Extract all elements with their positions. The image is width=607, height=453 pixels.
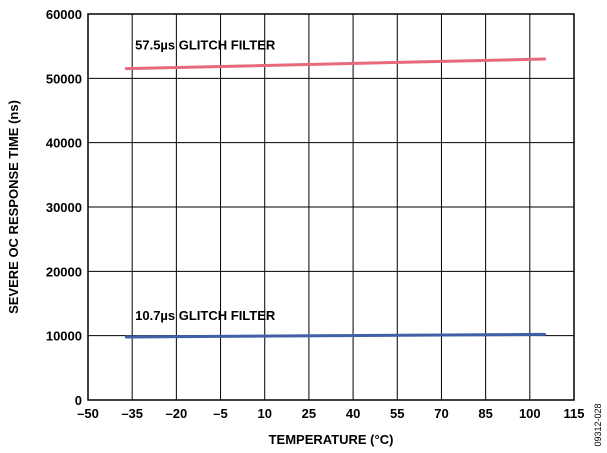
x-tick-label: –20: [166, 406, 188, 421]
y-tick-label: 60000: [46, 7, 82, 22]
y-tick-label: 50000: [46, 71, 82, 86]
figure-id: 09312-028: [593, 403, 603, 446]
y-tick-label: 10000: [46, 329, 82, 344]
x-tick-label: 115: [564, 406, 585, 421]
x-axis-title: TEMPERATURE (°C): [269, 432, 394, 447]
x-tick-label: –50: [77, 406, 99, 421]
y-axis-ticks: 0 10000 20000 30000 40000 50000 60000: [46, 7, 82, 408]
x-tick-label: –35: [121, 406, 143, 421]
y-axis-title: SEVERE OC RESPONSE TIME (ns): [6, 100, 21, 314]
x-tick-label: 100: [519, 406, 541, 421]
y-tick-label: 0: [75, 393, 82, 408]
x-tick-label: 85: [478, 406, 492, 421]
x-tick-label: 10: [257, 406, 271, 421]
annotation-10-7us-glitch-filter: 10.7µs GLITCH FILTER: [135, 308, 276, 323]
y-tick-label: 40000: [46, 136, 82, 151]
series-line-2: [126, 334, 544, 337]
series-layer: [126, 59, 544, 337]
x-tick-label: 70: [434, 406, 448, 421]
x-tick-label: 25: [302, 406, 316, 421]
y-tick-label: 30000: [46, 200, 82, 215]
series-line-1: [126, 59, 544, 69]
x-axis-ticks: –50 –35 –20 –5 10 25 40 55 70 85 100 115: [77, 406, 584, 421]
grid: [88, 14, 574, 400]
x-tick-label: 40: [346, 406, 360, 421]
x-tick-label: 55: [390, 406, 404, 421]
y-tick-label: 20000: [46, 264, 82, 279]
x-tick-label: –5: [213, 406, 227, 421]
annotation-57-5us-glitch-filter: 57.5µs GLITCH FILTER: [135, 37, 276, 52]
